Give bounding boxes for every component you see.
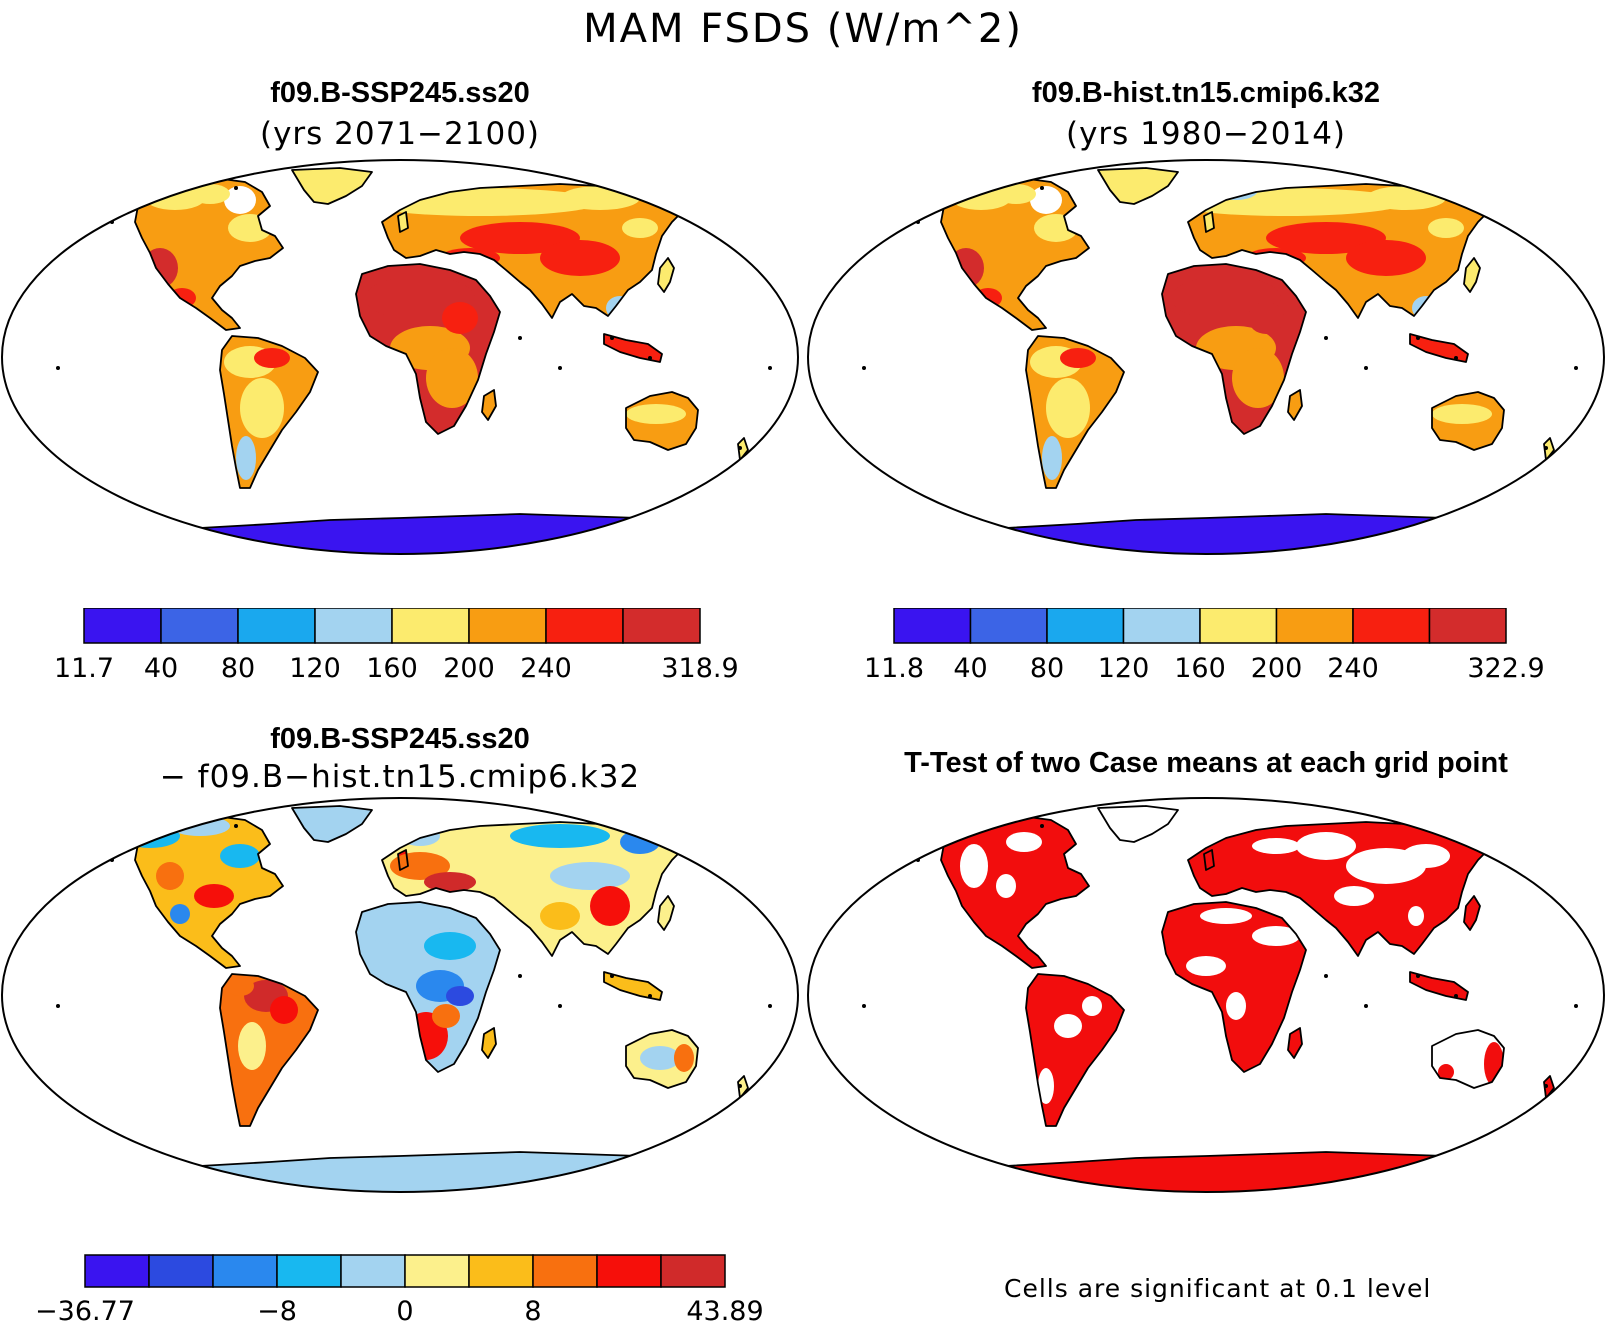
colorbar-swatch [212, 1254, 278, 1288]
colorbar-label: 240 [1327, 653, 1379, 684]
colorbar-swatch [545, 608, 624, 644]
colorbar-label: 200 [1251, 653, 1303, 684]
colorbar-swatch [1199, 608, 1278, 644]
colorbar-swatch [160, 608, 239, 644]
landmass-uk [1204, 850, 1214, 870]
landmass-indonesia [604, 972, 662, 1000]
colorbar-label: 240 [520, 653, 572, 684]
significance-note: Cells are significant at 0.1 level [1004, 1274, 1432, 1303]
landmass-greenland [1098, 168, 1178, 204]
colorbar-swatch [237, 608, 316, 644]
colorbar-label: 120 [1098, 653, 1150, 684]
panel-tl-subtitle: (yrs 2071−2100) [259, 116, 541, 152]
colorbar-label: 11.7 [54, 653, 114, 684]
colorbar-label: 80 [221, 653, 255, 684]
colorbar-swatch [622, 608, 701, 644]
colorbar-swatch [1046, 608, 1125, 644]
colorbar-swatch [276, 1254, 342, 1288]
landmass-greenland [292, 168, 372, 204]
colorbar-swatch [893, 608, 972, 644]
colorbar-swatch [314, 608, 393, 644]
colorbar-bl-labels: −36.77 −8 0 8 43.89 [35, 1296, 764, 1323]
colorbar-label: 160 [366, 653, 418, 684]
map-br [807, 797, 1605, 1193]
colorbar-swatch [1428, 608, 1507, 644]
map-bl [1, 797, 799, 1193]
colorbar-swatch [83, 608, 162, 644]
colorbar-bl-boxes [84, 1254, 726, 1288]
landmass-madagascar [482, 390, 496, 420]
colorbar-swatch [1352, 608, 1431, 644]
panel-tr-title: f09.B-hist.tn15.cmip6.k32 [1031, 77, 1381, 109]
colorbar-swatch [468, 1254, 534, 1288]
colorbar-label: 160 [1174, 653, 1226, 684]
colorbar-swatch [1122, 608, 1201, 644]
colorbar-tr-labels: 11.8 40 80 120 160 200 240 322.9 [864, 653, 1545, 684]
map-tl [1, 159, 799, 555]
colorbar-label: 80 [1030, 653, 1064, 684]
colorbar-label: 200 [443, 653, 495, 684]
panel-tr-subtitle: (yrs 1980−2014) [1065, 116, 1347, 152]
landmass-indonesia [1410, 972, 1468, 1000]
colorbar-swatch [596, 1254, 662, 1288]
landmass-uk [398, 212, 408, 232]
landmass-greenland [292, 806, 372, 842]
colorbar-tl-labels: 11.7 40 80 120 160 200 240 318.9 [54, 653, 739, 684]
colorbar-label: −8 [257, 1296, 297, 1323]
colorbar-swatch [660, 1254, 726, 1288]
colorbar-label: 43.89 [686, 1296, 763, 1323]
colorbar-swatch [148, 1254, 214, 1288]
landmass-greenland [1098, 806, 1178, 842]
colorbar-tl-boxes [83, 608, 701, 644]
panel-bl-title: f09.B-SSP245.ss20 [270, 723, 530, 755]
colorbar-label: 0 [396, 1296, 413, 1323]
landmass-madagascar [1288, 390, 1302, 420]
map-tr [807, 159, 1605, 555]
colorbar-bl: −36.77 −8 0 8 43.89 [35, 1254, 764, 1323]
colorbar-label: −36.77 [35, 1296, 135, 1323]
colorbar-label: 318.9 [661, 653, 738, 684]
colorbar-label: 120 [289, 653, 341, 684]
colorbar-tl: 11.7 40 80 120 160 200 240 318.9 [54, 608, 739, 684]
colorbar-swatch [468, 608, 547, 644]
landmass-madagascar [1288, 1028, 1302, 1058]
colorbar-swatch [532, 1254, 598, 1288]
colorbar-swatch [1275, 608, 1354, 644]
colorbar-swatch [340, 1254, 406, 1288]
colorbar-label: 40 [953, 653, 987, 684]
figure-title: MAM FSDS (W/m^2) [583, 6, 1023, 52]
colorbar-swatch [969, 608, 1048, 644]
colorbar-swatch [84, 1254, 150, 1288]
colorbar-tr-boxes [893, 608, 1507, 644]
colorbar-label: 322.9 [1467, 653, 1544, 684]
colorbar-swatch [404, 1254, 470, 1288]
landmass-uk [1204, 212, 1214, 232]
panel-tl-title: f09.B-SSP245.ss20 [270, 77, 530, 109]
landmass-indonesia [1410, 334, 1468, 362]
landmass-madagascar [482, 1028, 496, 1058]
panel-br-title: T-Test of two Case means at each grid po… [904, 747, 1508, 779]
colorbar-tr: 11.8 40 80 120 160 200 240 322.9 [864, 608, 1545, 684]
landmass-indonesia [604, 334, 662, 362]
colorbar-label: 11.8 [864, 653, 924, 684]
colorbar-label: 40 [144, 653, 178, 684]
panel-bl-subtitle: − f09.B−hist.tn15.cmip6.k32 [159, 759, 641, 795]
colorbar-label: 8 [524, 1296, 541, 1323]
colorbar-swatch [391, 608, 470, 644]
